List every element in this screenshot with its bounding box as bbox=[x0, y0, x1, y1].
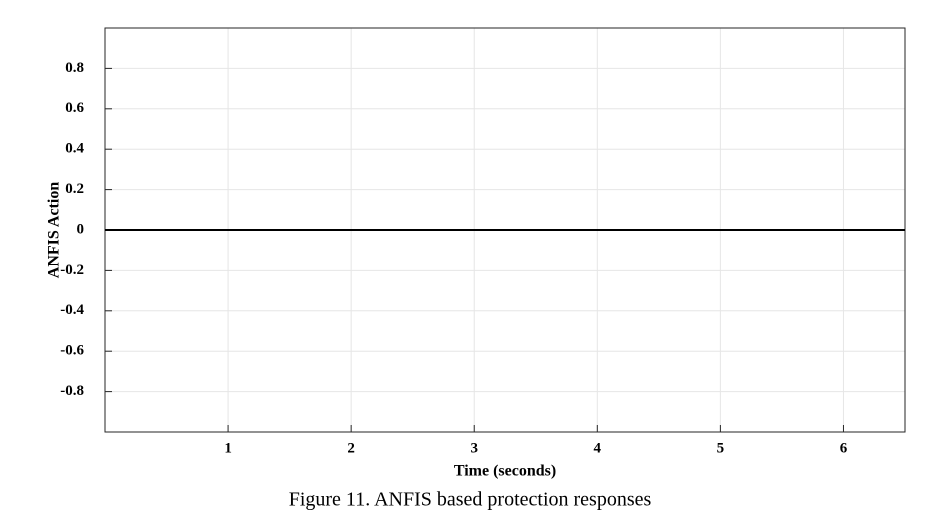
caption: Figure 11. ANFIS based protection respon… bbox=[289, 489, 652, 511]
x-tick-label: 1 bbox=[224, 440, 232, 456]
x-tick-label: 3 bbox=[470, 440, 478, 456]
y-tick-label: -0.2 bbox=[60, 262, 84, 278]
y-tick-label: 0.6 bbox=[65, 100, 84, 116]
y-tick-label: -0.8 bbox=[60, 383, 84, 399]
y-tick-label: -0.6 bbox=[60, 343, 84, 359]
y-tick-label: 0.2 bbox=[65, 181, 84, 197]
x-tick-label: 4 bbox=[594, 440, 602, 456]
y-tick-label: 0.4 bbox=[65, 141, 84, 157]
x-tick-label: 5 bbox=[717, 440, 725, 456]
x-axis-label: Time (seconds) bbox=[454, 463, 556, 480]
y-tick-label: 0 bbox=[77, 221, 85, 237]
y-tick-label: 0.8 bbox=[65, 60, 84, 76]
y-tick-label: -0.4 bbox=[60, 302, 84, 318]
x-tick-label: 2 bbox=[347, 440, 355, 456]
y-axis-label: ANFIS Action bbox=[46, 182, 63, 279]
x-tick-label: 6 bbox=[840, 440, 848, 456]
